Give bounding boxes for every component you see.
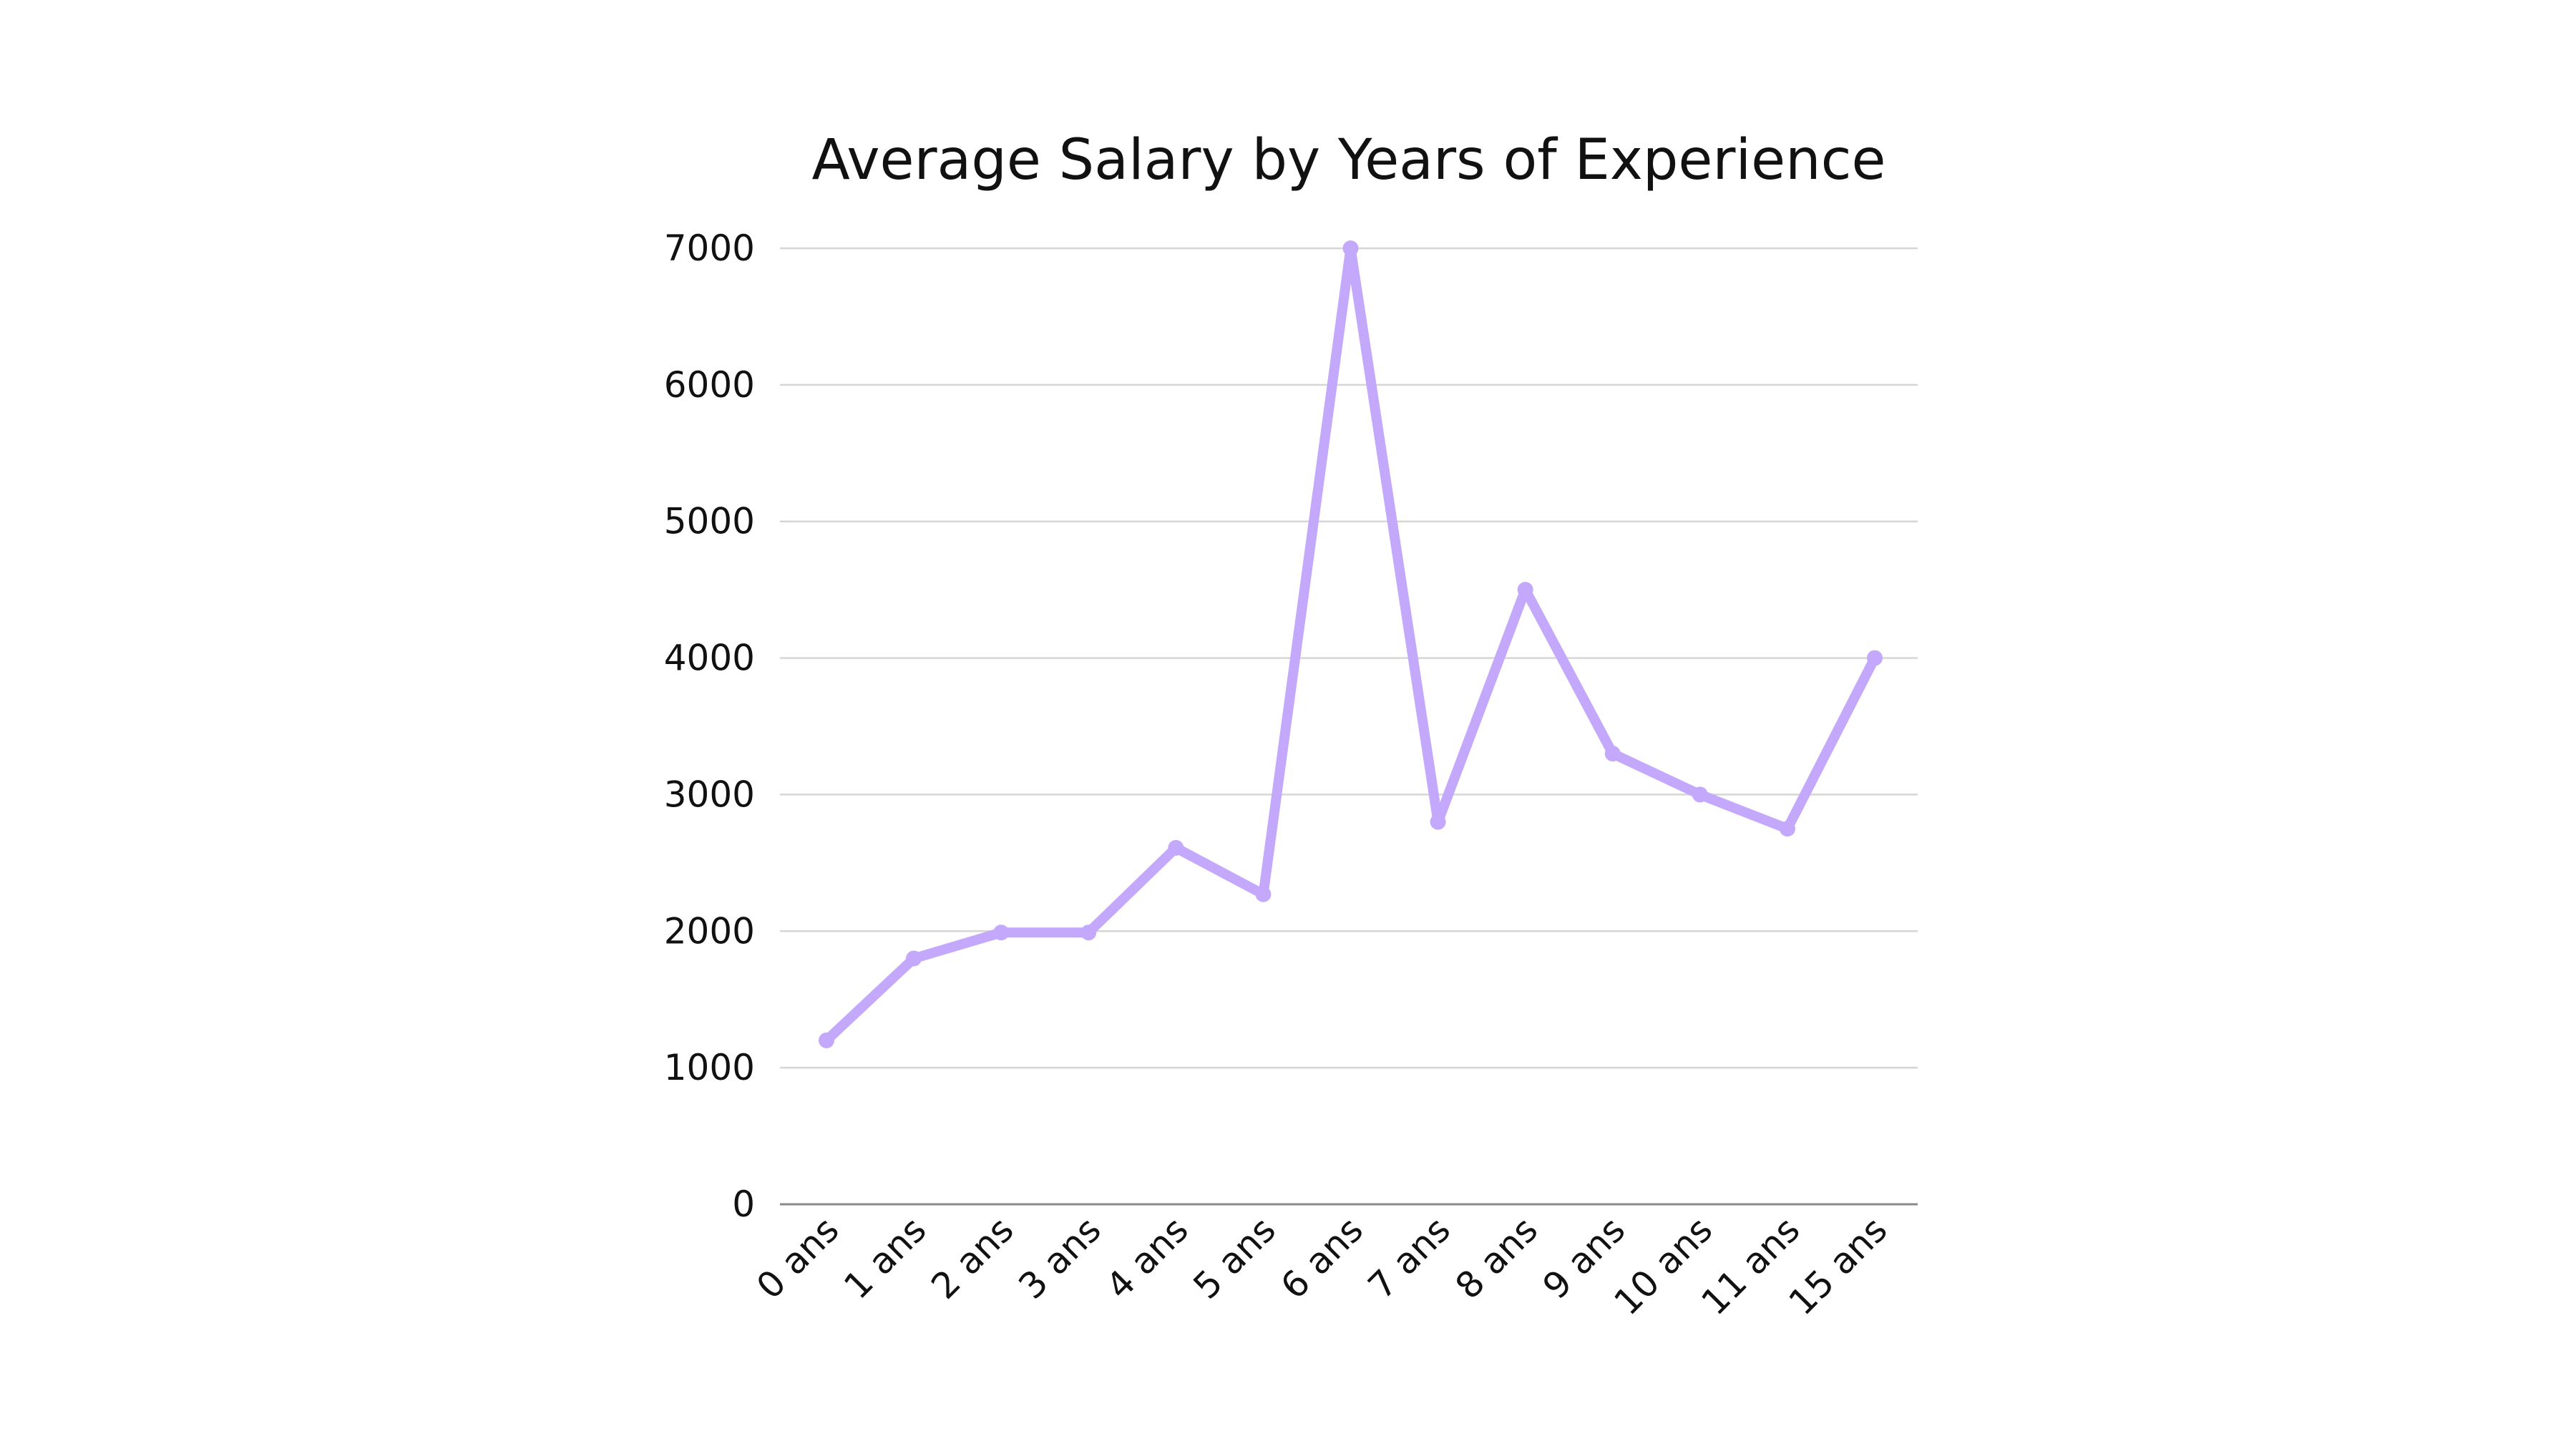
y-tick-label: 7000: [664, 228, 755, 269]
y-tick-label: 4000: [664, 638, 755, 679]
data-point: [1779, 821, 1795, 837]
data-point: [1168, 839, 1184, 856]
x-tick-label: 15 ans: [1781, 1209, 1896, 1323]
data-point: [1867, 650, 1883, 666]
data-point: [1604, 746, 1621, 762]
y-tick-label: 3000: [664, 774, 755, 815]
data-point: [819, 1032, 834, 1048]
y-tick-label: 2000: [664, 910, 755, 952]
x-tick-label: 5 ans: [1186, 1209, 1284, 1307]
x-tick-label: 8 ans: [1448, 1209, 1546, 1307]
data-point: [1342, 240, 1359, 256]
data-point: [1080, 924, 1097, 941]
y-tick-label: 6000: [664, 364, 755, 406]
x-tick-label: 3 ans: [1010, 1209, 1108, 1307]
data-point: [993, 924, 1010, 941]
x-tick-label: 0 ans: [748, 1209, 847, 1307]
chart-title: Average Salary by Years of Experience: [812, 128, 1886, 192]
y-tick-label: 1000: [664, 1047, 755, 1088]
x-tick-label: 4 ans: [1098, 1209, 1196, 1307]
x-tick-label: 2 ans: [923, 1209, 1021, 1307]
gridlines: [780, 247, 1918, 1206]
y-tick-label: 5000: [664, 501, 755, 542]
data-point: [1692, 786, 1708, 803]
series-group: [819, 240, 1883, 1048]
data-point: [906, 950, 922, 967]
x-tick-label: 1 ans: [836, 1209, 934, 1307]
x-tick-label: 7 ans: [1360, 1209, 1458, 1307]
y-axis-ticks: 0 1000 2000 3000 4000 5000 6000 7000: [664, 228, 755, 1225]
data-point: [1255, 886, 1272, 902]
data-point: [1517, 582, 1533, 598]
x-tick-label: 11 ans: [1694, 1209, 1808, 1323]
x-tick-label: 6 ans: [1273, 1209, 1371, 1307]
series-line: [821, 243, 1880, 1045]
data-point: [1430, 814, 1446, 830]
y-tick-label: 0: [732, 1184, 755, 1225]
x-tick-label: 10 ans: [1606, 1209, 1721, 1323]
